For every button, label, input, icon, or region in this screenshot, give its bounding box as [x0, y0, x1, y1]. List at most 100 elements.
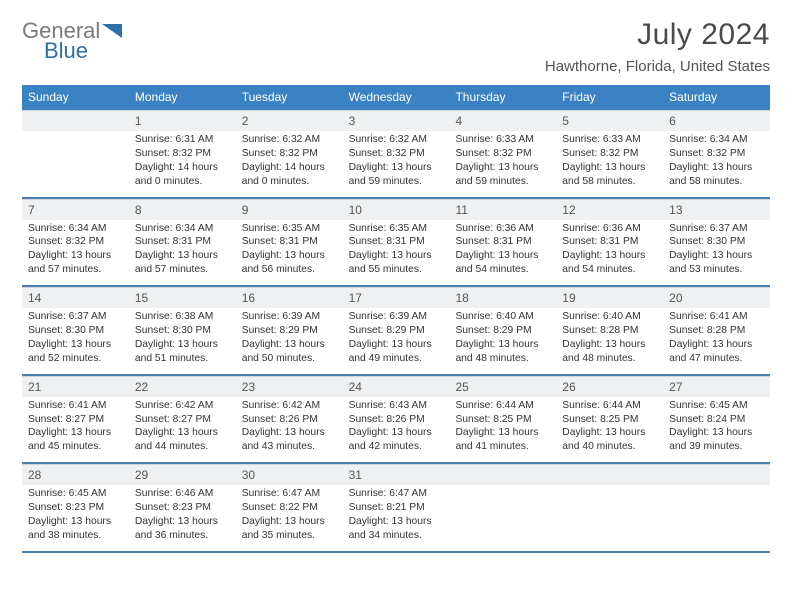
daylight-text: Daylight: 13 hours and 45 minutes. — [28, 426, 123, 454]
logo: General Blue — [22, 18, 142, 62]
sunrise-text: Sunrise: 6:39 AM — [349, 310, 444, 324]
day-number — [663, 464, 770, 485]
day-info: Sunrise: 6:35 AMSunset: 8:31 PMDaylight:… — [343, 220, 450, 286]
sunrise-text: Sunrise: 6:42 AM — [242, 399, 337, 413]
sunrise-text: Sunrise: 6:33 AM — [562, 133, 657, 147]
daylight-text: Daylight: 13 hours and 48 minutes. — [562, 338, 657, 366]
daylight-text: Daylight: 13 hours and 40 minutes. — [562, 426, 657, 454]
day-info: Sunrise: 6:39 AMSunset: 8:29 PMDaylight:… — [236, 308, 343, 374]
weeks-container: 123456Sunrise: 6:31 AMSunset: 8:32 PMDay… — [22, 110, 770, 553]
day-number: 31 — [343, 464, 450, 485]
day-number: 8 — [129, 199, 236, 220]
sunrise-text: Sunrise: 6:40 AM — [562, 310, 657, 324]
day-number: 20 — [663, 287, 770, 308]
sunrise-text: Sunrise: 6:47 AM — [349, 487, 444, 501]
sunset-text: Sunset: 8:32 PM — [242, 147, 337, 161]
daylight-text: Daylight: 13 hours and 55 minutes. — [349, 249, 444, 277]
sunset-text: Sunset: 8:32 PM — [28, 235, 123, 249]
daylight-text: Daylight: 13 hours and 34 minutes. — [349, 515, 444, 543]
day-number: 27 — [663, 376, 770, 397]
sunrise-text: Sunrise: 6:42 AM — [135, 399, 230, 413]
day-number — [556, 464, 663, 485]
day-info: Sunrise: 6:46 AMSunset: 8:23 PMDaylight:… — [129, 485, 236, 551]
sunrise-text: Sunrise: 6:44 AM — [455, 399, 550, 413]
daylight-text: Daylight: 13 hours and 35 minutes. — [242, 515, 337, 543]
day-number: 16 — [236, 287, 343, 308]
day-number: 18 — [449, 287, 556, 308]
sunrise-text: Sunrise: 6:41 AM — [669, 310, 764, 324]
day-number: 12 — [556, 199, 663, 220]
day-header-tuesday: Tuesday — [236, 85, 343, 110]
sunset-text: Sunset: 8:23 PM — [28, 501, 123, 515]
day-info: Sunrise: 6:32 AMSunset: 8:32 PMDaylight:… — [343, 131, 450, 197]
sunset-text: Sunset: 8:29 PM — [349, 324, 444, 338]
day-info: Sunrise: 6:43 AMSunset: 8:26 PMDaylight:… — [343, 397, 450, 463]
day-number: 1 — [129, 110, 236, 131]
sunrise-text: Sunrise: 6:45 AM — [28, 487, 123, 501]
info-row: Sunrise: 6:45 AMSunset: 8:23 PMDaylight:… — [22, 485, 770, 553]
daylight-text: Daylight: 13 hours and 58 minutes. — [562, 161, 657, 189]
daylight-text: Daylight: 13 hours and 39 minutes. — [669, 426, 764, 454]
day-number: 22 — [129, 376, 236, 397]
logo-svg: General Blue — [22, 18, 142, 62]
sunset-text: Sunset: 8:26 PM — [349, 413, 444, 427]
day-info: Sunrise: 6:47 AMSunset: 8:21 PMDaylight:… — [343, 485, 450, 551]
day-number: 10 — [343, 199, 450, 220]
day-info: Sunrise: 6:38 AMSunset: 8:30 PMDaylight:… — [129, 308, 236, 374]
daylight-text: Daylight: 13 hours and 41 minutes. — [455, 426, 550, 454]
day-number — [449, 464, 556, 485]
day-number: 7 — [22, 199, 129, 220]
day-info: Sunrise: 6:41 AMSunset: 8:27 PMDaylight:… — [22, 397, 129, 463]
sunset-text: Sunset: 8:23 PM — [135, 501, 230, 515]
daylight-text: Daylight: 13 hours and 43 minutes. — [242, 426, 337, 454]
day-header-wednesday: Wednesday — [343, 85, 450, 110]
day-number: 11 — [449, 199, 556, 220]
daylight-text: Daylight: 13 hours and 59 minutes. — [455, 161, 550, 189]
sunset-text: Sunset: 8:32 PM — [349, 147, 444, 161]
day-info: Sunrise: 6:42 AMSunset: 8:26 PMDaylight:… — [236, 397, 343, 463]
daylight-text: Daylight: 13 hours and 51 minutes. — [135, 338, 230, 366]
sunset-text: Sunset: 8:32 PM — [669, 147, 764, 161]
day-info — [556, 485, 663, 551]
day-info: Sunrise: 6:45 AMSunset: 8:24 PMDaylight:… — [663, 397, 770, 463]
sunset-text: Sunset: 8:32 PM — [135, 147, 230, 161]
day-info: Sunrise: 6:36 AMSunset: 8:31 PMDaylight:… — [449, 220, 556, 286]
daylight-text: Daylight: 13 hours and 59 minutes. — [349, 161, 444, 189]
sunset-text: Sunset: 8:22 PM — [242, 501, 337, 515]
day-info: Sunrise: 6:45 AMSunset: 8:23 PMDaylight:… — [22, 485, 129, 551]
day-info: Sunrise: 6:34 AMSunset: 8:32 PMDaylight:… — [663, 131, 770, 197]
day-header-row: Sunday Monday Tuesday Wednesday Thursday… — [22, 85, 770, 110]
day-number: 17 — [343, 287, 450, 308]
day-info: Sunrise: 6:40 AMSunset: 8:29 PMDaylight:… — [449, 308, 556, 374]
day-info: Sunrise: 6:33 AMSunset: 8:32 PMDaylight:… — [449, 131, 556, 197]
daylight-text: Daylight: 13 hours and 36 minutes. — [135, 515, 230, 543]
info-row: Sunrise: 6:41 AMSunset: 8:27 PMDaylight:… — [22, 397, 770, 465]
day-number: 24 — [343, 376, 450, 397]
day-number: 4 — [449, 110, 556, 131]
day-info: Sunrise: 6:32 AMSunset: 8:32 PMDaylight:… — [236, 131, 343, 197]
daylight-text: Daylight: 13 hours and 44 minutes. — [135, 426, 230, 454]
sunrise-text: Sunrise: 6:40 AM — [455, 310, 550, 324]
daynum-row: 14151617181920 — [22, 287, 770, 308]
header: General Blue July 2024 Hawthorne, Florid… — [22, 18, 770, 75]
sunset-text: Sunset: 8:29 PM — [455, 324, 550, 338]
sunset-text: Sunset: 8:30 PM — [669, 235, 764, 249]
sunset-text: Sunset: 8:31 PM — [562, 235, 657, 249]
daylight-text: Daylight: 13 hours and 42 minutes. — [349, 426, 444, 454]
day-number: 9 — [236, 199, 343, 220]
sunset-text: Sunset: 8:29 PM — [242, 324, 337, 338]
day-info: Sunrise: 6:39 AMSunset: 8:29 PMDaylight:… — [343, 308, 450, 374]
day-info: Sunrise: 6:37 AMSunset: 8:30 PMDaylight:… — [22, 308, 129, 374]
daylight-text: Daylight: 13 hours and 49 minutes. — [349, 338, 444, 366]
daylight-text: Daylight: 13 hours and 50 minutes. — [242, 338, 337, 366]
sunrise-text: Sunrise: 6:44 AM — [562, 399, 657, 413]
day-number: 19 — [556, 287, 663, 308]
sunrise-text: Sunrise: 6:47 AM — [242, 487, 337, 501]
sunrise-text: Sunrise: 6:34 AM — [28, 222, 123, 236]
day-info: Sunrise: 6:44 AMSunset: 8:25 PMDaylight:… — [449, 397, 556, 463]
sunset-text: Sunset: 8:21 PM — [349, 501, 444, 515]
sunset-text: Sunset: 8:28 PM — [669, 324, 764, 338]
sunset-text: Sunset: 8:24 PM — [669, 413, 764, 427]
daynum-row: 28293031 — [22, 464, 770, 485]
logo-sail-icon — [102, 24, 122, 38]
